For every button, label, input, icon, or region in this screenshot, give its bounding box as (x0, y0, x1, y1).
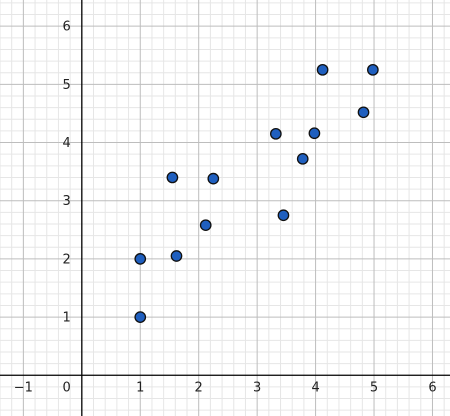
y-tick-label: 1 (63, 311, 71, 326)
y-tick-label: 6 (63, 20, 71, 35)
data-point (170, 250, 183, 262)
data-point (166, 171, 179, 184)
data-point (277, 209, 290, 222)
data-point (367, 63, 379, 76)
x-tick-label: 2 (195, 380, 203, 395)
y-tick-label: 5 (63, 78, 71, 93)
x-tick-label: 5 (370, 380, 378, 395)
data-point (269, 127, 282, 140)
origin-label: 0 (63, 380, 71, 395)
tick-labels: −1 1 2 3 4 5 6 1 2 3 4 5 6 0 (14, 20, 437, 396)
x-tick-label: 1 (136, 380, 144, 395)
x-tick-label: 4 (311, 380, 319, 395)
data-point (207, 172, 220, 185)
y-tick-label: 2 (63, 252, 71, 267)
data-points (134, 63, 379, 323)
y-tick-label: 3 (63, 194, 71, 209)
x-tick-label: −1 (14, 380, 33, 395)
data-point (316, 63, 329, 76)
data-point (308, 127, 321, 140)
data-point (134, 253, 147, 265)
x-tick-label: 6 (428, 380, 436, 395)
data-point (296, 152, 309, 165)
x-tick-label: 3 (253, 380, 261, 395)
data-point (357, 106, 370, 119)
data-point (134, 311, 147, 323)
data-point (199, 219, 212, 232)
y-tick-label: 4 (63, 136, 71, 151)
